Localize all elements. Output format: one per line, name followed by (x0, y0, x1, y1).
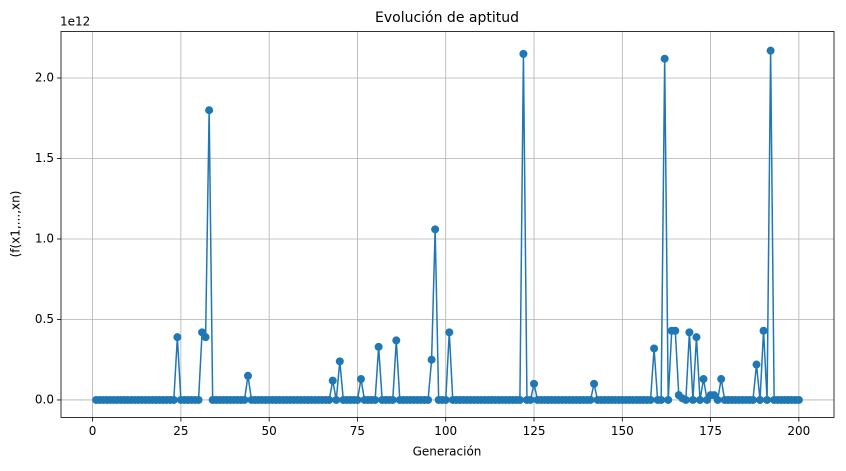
y-offset-label: 1e12 (60, 15, 90, 29)
data-point (586, 395, 595, 404)
data-point (766, 46, 775, 55)
data-point (240, 395, 249, 404)
data-point (424, 395, 433, 404)
x-axis-label: Generación (413, 445, 482, 459)
data-point (713, 395, 722, 404)
data-point (752, 360, 761, 369)
data-point (205, 106, 214, 115)
data-point (173, 333, 182, 342)
x-tick-label: 0 (89, 424, 97, 438)
data-point (335, 357, 344, 366)
data-point (431, 225, 440, 234)
data-point (671, 326, 680, 335)
data-point (325, 395, 334, 404)
x-tick-label: 175 (699, 424, 722, 438)
data-point (692, 333, 701, 342)
x-tick-label: 75 (350, 424, 365, 438)
data-point (194, 395, 203, 404)
data-point (646, 395, 655, 404)
data-point (392, 336, 401, 345)
data-point (699, 375, 708, 384)
data-point (650, 344, 659, 353)
chart-title: Evolución de aptitud (375, 10, 519, 26)
x-tick-label: 25 (173, 424, 188, 438)
x-tick-label: 50 (262, 424, 277, 438)
y-tick-label: 1.0 (35, 231, 54, 245)
data-point (657, 395, 666, 404)
data-point (388, 395, 397, 404)
y-axis-label: (f(x1,...,xn) (9, 191, 23, 258)
x-tick-label: 100 (434, 424, 457, 438)
data-point (530, 379, 539, 388)
x-tick-label: 125 (523, 424, 546, 438)
data-point (328, 376, 337, 385)
data-point (427, 355, 436, 364)
data-point (660, 54, 669, 63)
y-tick-label: 2.0 (35, 71, 54, 85)
data-point (169, 395, 178, 404)
data-point (794, 395, 803, 404)
data-point (717, 375, 726, 384)
x-tick-label: 150 (611, 424, 634, 438)
y-tick-label: 0.5 (35, 312, 54, 326)
data-point (201, 333, 210, 342)
data-point (685, 328, 694, 337)
y-tick-label: 1.5 (35, 151, 54, 165)
data-point (374, 342, 383, 351)
data-point (515, 395, 524, 404)
data-point (526, 395, 535, 404)
data-point (756, 395, 765, 404)
data-point (748, 395, 757, 404)
data-point (356, 375, 365, 384)
data-point (445, 328, 454, 337)
data-point (353, 395, 362, 404)
axes-frame (60, 31, 835, 418)
data-point (681, 395, 690, 404)
data-point (590, 379, 599, 388)
x-tick-label: 200 (787, 424, 810, 438)
data-point (243, 371, 252, 380)
data-point (441, 395, 450, 404)
data-point (332, 395, 341, 404)
data-point (759, 326, 768, 335)
data-point (519, 49, 528, 58)
data-point (371, 395, 380, 404)
data-point (664, 395, 673, 404)
y-tick-label: 0.0 (35, 392, 54, 406)
data-point (763, 395, 772, 404)
data-point (695, 395, 704, 404)
data-point (688, 395, 697, 404)
